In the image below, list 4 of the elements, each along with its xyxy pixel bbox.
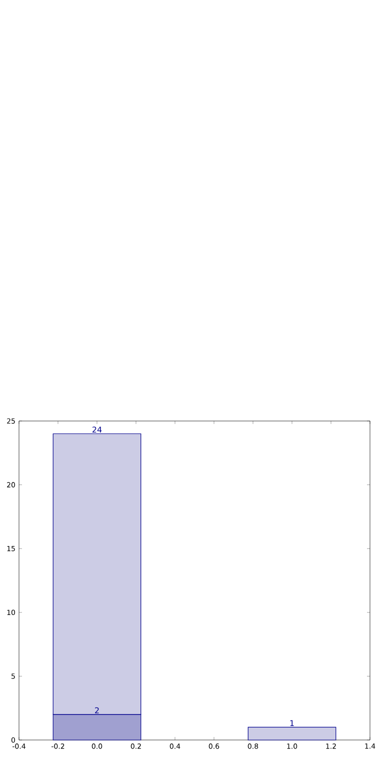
data-label: 2 [95, 707, 99, 714]
total-label: 1 [290, 720, 294, 726]
total-label: 24 [92, 426, 102, 433]
bar [248, 726, 336, 740]
